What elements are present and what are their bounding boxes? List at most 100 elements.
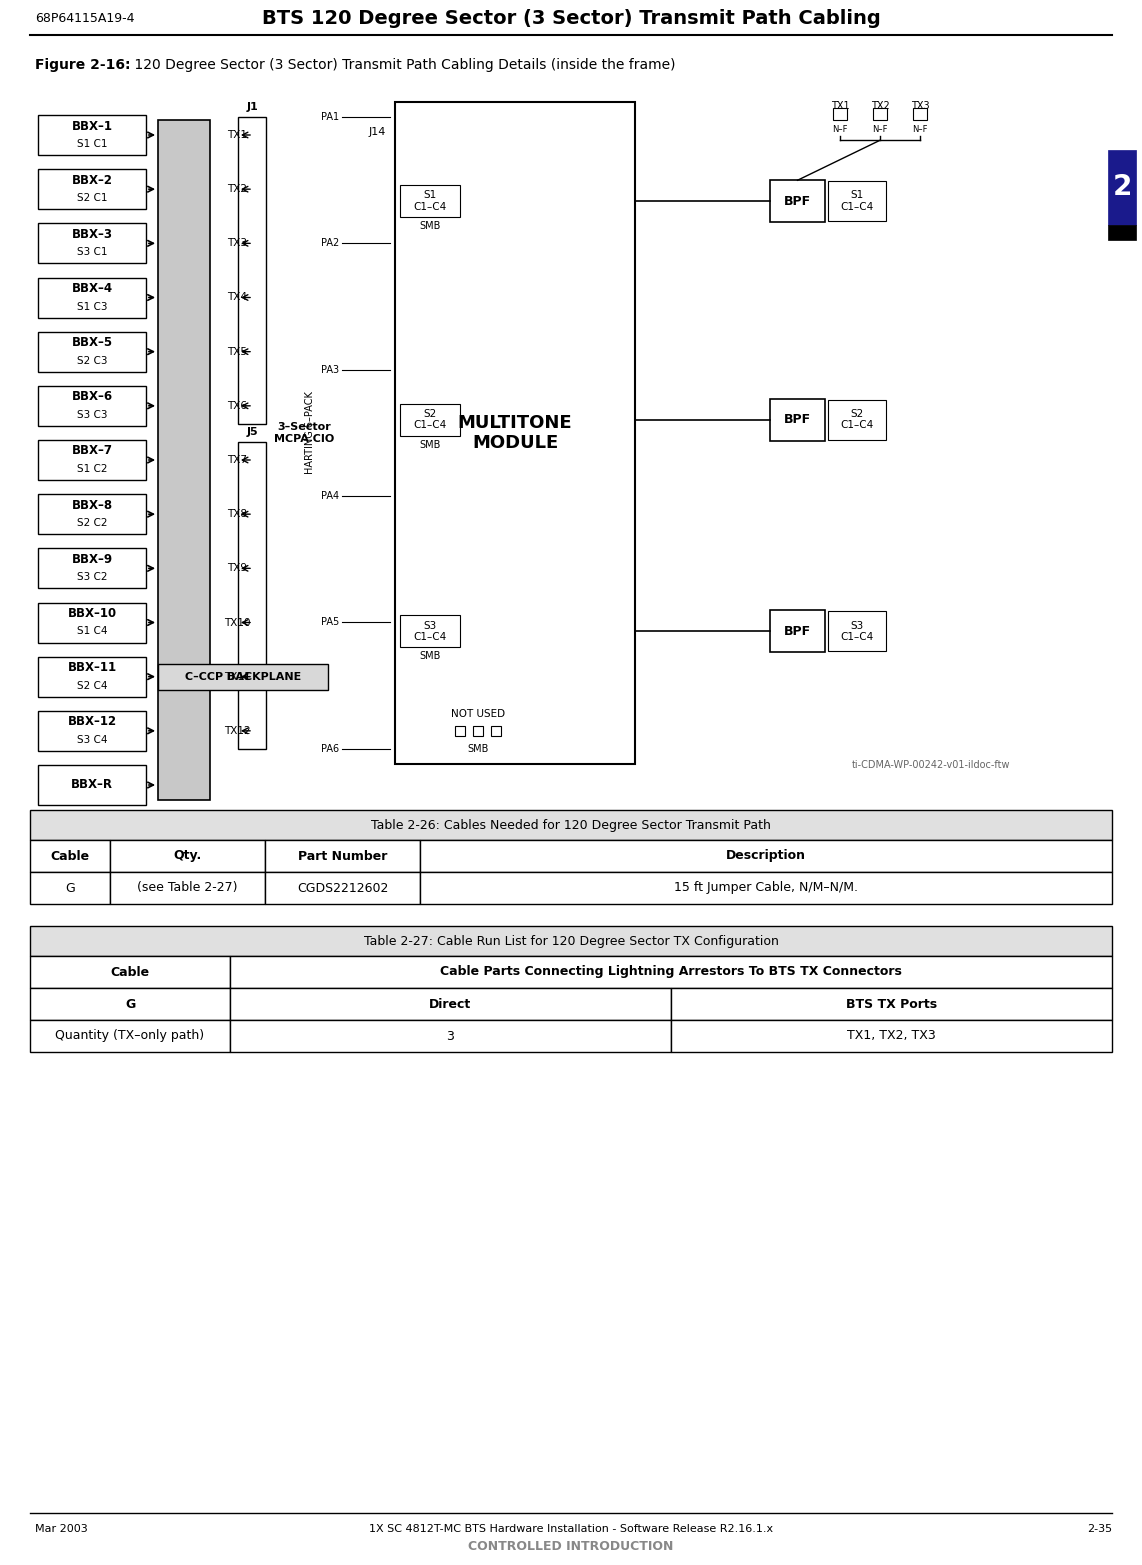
Text: Quantity (TX–only path): Quantity (TX–only path) [56,1030,204,1042]
Text: BBX–2: BBX–2 [72,174,113,186]
Text: BBX–12: BBX–12 [67,715,116,728]
Bar [38,387,146,426]
Text: BTS 120 Degree Sector (3 Sector) Transmit Path Cabling: BTS 120 Degree Sector (3 Sector) Transmi… [262,8,880,28]
Text: Qty.: Qty. [174,850,202,862]
Text: S1
C1–C4: S1 C1–C4 [413,191,447,213]
Text: TX3: TX3 [227,238,247,249]
Text: TX9: TX9 [227,563,247,573]
Bar [770,610,825,653]
Text: S1 C1: S1 C1 [77,139,107,149]
Bar [828,612,886,651]
Bar [158,664,328,690]
Text: Cable Parts Connecting Lightning Arrestors To BTS TX Connectors: Cable Parts Connecting Lightning Arresto… [440,966,902,978]
Text: 1X SC 4812T-MC BTS Hardware Installation - Software Release R2.16.1.x: 1X SC 4812T-MC BTS Hardware Installation… [369,1524,773,1534]
Bar [230,956,1112,988]
Text: BBX–8: BBX–8 [72,499,113,512]
Text: ti-CDMA-WP-00242-v01-ildoc-ftw: ti-CDMA-WP-00242-v01-ildoc-ftw [852,761,1010,770]
Text: G: G [124,997,135,1011]
Text: TX8: TX8 [227,509,247,520]
Bar [38,548,146,588]
Text: PA1: PA1 [321,113,339,122]
Text: TX5: TX5 [227,347,247,357]
Bar [828,399,886,440]
Text: BPF: BPF [783,413,811,426]
Text: J1: J1 [247,102,258,113]
Bar [400,185,460,218]
Text: TX1: TX1 [227,130,247,139]
Text: Description: Description [726,850,806,862]
Text: SMB: SMB [419,440,441,449]
Text: PA3: PA3 [321,365,339,374]
Bar [770,180,825,222]
Text: J14: J14 [369,127,386,138]
Text: S2
C1–C4: S2 C1–C4 [413,408,447,430]
Text: HARTING 6–PACK: HARTING 6–PACK [305,391,315,474]
Bar [912,108,927,121]
Text: TX1: TX1 [830,102,850,111]
Bar [30,840,110,872]
Text: S1 C4: S1 C4 [77,626,107,637]
Text: S3 C4: S3 C4 [77,736,107,745]
Text: S3 C3: S3 C3 [77,410,107,419]
Text: 3: 3 [447,1030,455,1042]
Text: BBX–10: BBX–10 [67,607,116,620]
Text: S1 C3: S1 C3 [77,302,107,311]
Text: 3–Sector
MCPA CIO: 3–Sector MCPA CIO [274,423,335,444]
Text: 2: 2 [1112,174,1132,200]
Text: Direct: Direct [429,997,472,1011]
Bar [30,956,230,988]
Text: BPF: BPF [783,624,811,639]
Text: 15 ft Jumper Cable, N/M–N/M.: 15 ft Jumper Cable, N/M–N/M. [674,881,858,895]
Bar [38,440,146,480]
Text: BPF: BPF [783,194,811,208]
Bar [38,603,146,643]
Text: BBX–9: BBX–9 [72,552,113,567]
Text: BTS TX Ports: BTS TX Ports [846,997,938,1011]
Text: BBX–6: BBX–6 [72,390,113,404]
Bar [230,988,671,1020]
Bar [30,1020,230,1052]
Bar [38,224,146,263]
Bar [265,840,420,872]
Bar [38,114,146,155]
Text: TX7: TX7 [227,455,247,465]
Text: S3 C2: S3 C2 [77,573,107,582]
Text: BBX–R: BBX–R [71,778,113,792]
Text: S2 C1: S2 C1 [77,192,107,203]
Text: S3
C1–C4: S3 C1–C4 [841,621,874,642]
Text: BBX–3: BBX–3 [72,228,113,241]
Text: BBX–1: BBX–1 [72,119,113,133]
Bar [770,399,825,441]
Text: S2 C3: S2 C3 [77,355,107,366]
Text: G: G [65,881,75,895]
Text: PA2: PA2 [321,238,339,249]
Bar [1108,225,1136,239]
Text: TX11: TX11 [224,671,250,682]
Text: S1 C2: S1 C2 [77,463,107,474]
Bar [230,1020,671,1052]
Text: PA4: PA4 [321,491,339,501]
Text: CGDS2212602: CGDS2212602 [297,881,388,895]
Text: Mar 2003: Mar 2003 [35,1524,88,1534]
Text: C–CCP BACKPLANE: C–CCP BACKPLANE [185,671,301,682]
Bar [158,121,210,800]
Text: S2 C4: S2 C4 [77,681,107,690]
Bar [1108,150,1136,225]
Text: TX6: TX6 [227,401,247,412]
Text: S3
C1–C4: S3 C1–C4 [413,621,447,642]
Text: PA6: PA6 [321,743,339,754]
Text: TX2: TX2 [870,102,890,111]
Text: SMB: SMB [419,221,441,232]
Bar [110,840,265,872]
Text: Cable: Cable [111,966,150,978]
Text: NOT USED: NOT USED [451,709,505,718]
Text: MULTITONE
MODULE: MULTITONE MODULE [458,413,572,452]
Text: PA5: PA5 [321,618,339,628]
Bar [455,726,465,736]
Text: BBX–11: BBX–11 [67,660,116,675]
Text: SMB: SMB [467,743,489,754]
Text: Cable: Cable [50,850,89,862]
Text: Part Number: Part Number [298,850,387,862]
Bar [238,441,266,748]
Bar [872,108,887,121]
